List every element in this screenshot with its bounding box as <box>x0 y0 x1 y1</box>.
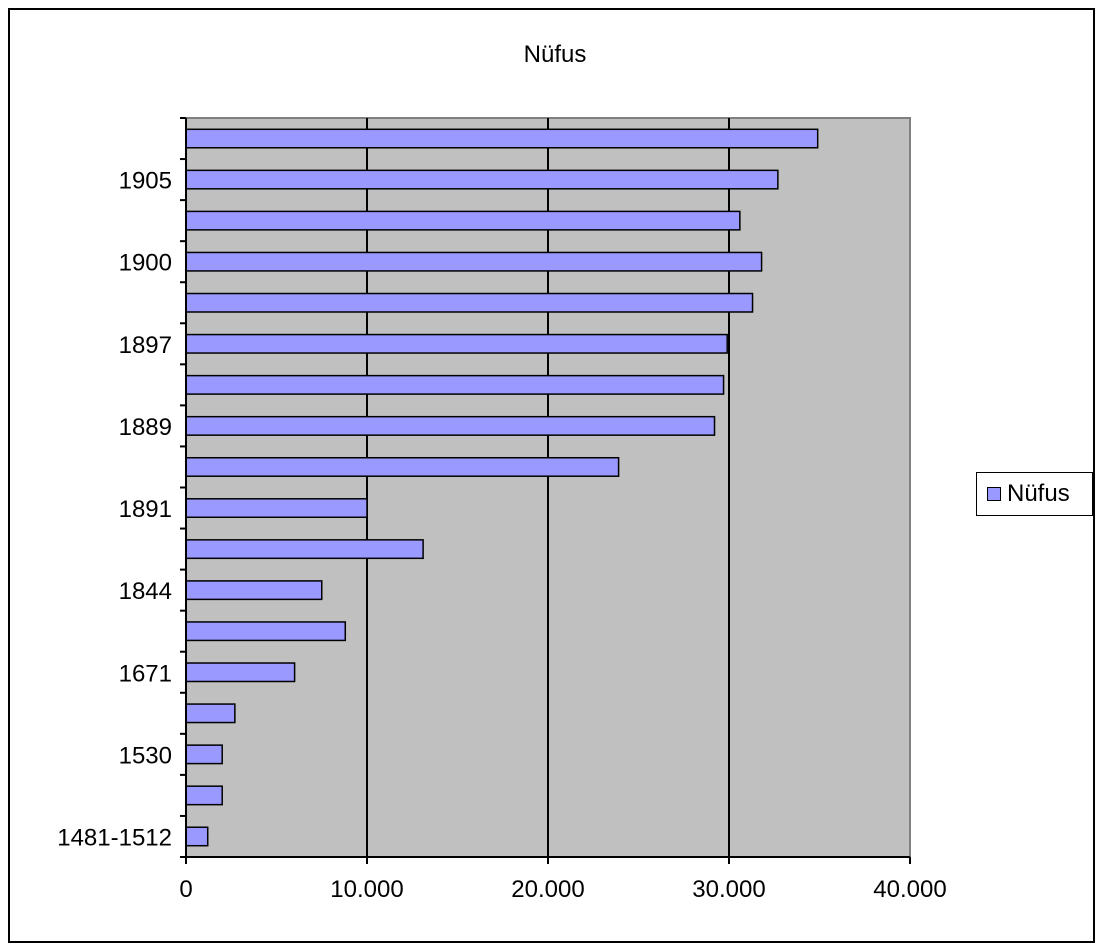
x-label-0: 0 <box>179 876 192 903</box>
bar-7 <box>185 539 424 560</box>
bar-13 <box>185 292 754 313</box>
bar-14 <box>185 251 763 272</box>
x-axis-labels: 0 10.000 20.000 30.000 40.000 <box>179 876 946 903</box>
bar-17 <box>185 128 819 149</box>
bar-6 <box>185 580 323 601</box>
x-label-2: 20.000 <box>511 876 584 903</box>
bar-4 <box>185 662 296 683</box>
y-label-14: 1900 <box>119 250 172 277</box>
x-label-3: 30.000 <box>692 876 765 903</box>
bar-16 <box>185 169 779 190</box>
y-label-16: 1905 <box>119 168 172 195</box>
bar-8 <box>185 498 368 519</box>
x-label-4: 40.000 <box>873 876 946 903</box>
legend-swatch <box>987 487 1001 501</box>
legend: Nüfus <box>976 472 1093 516</box>
y-label-0: 1481-1512 <box>57 824 172 851</box>
gridlines <box>366 118 730 857</box>
y-axis-labels: 1481-1512 1530 1671 1844 1891 1889 1897 1900 190… <box>57 168 172 852</box>
bar-10 <box>185 415 716 436</box>
axes <box>180 117 911 864</box>
y-label-8: 1891 <box>119 496 172 523</box>
bar-5 <box>185 621 347 642</box>
bar-2 <box>185 744 223 765</box>
y-label-12: 1897 <box>119 332 172 359</box>
y-label-2: 1530 <box>119 742 172 769</box>
bar-3 <box>185 703 236 724</box>
y-label-6: 1844 <box>119 578 172 605</box>
legend-label: Nüfus <box>1007 480 1070 507</box>
bar-15 <box>185 210 741 231</box>
bar-11 <box>185 374 725 395</box>
bars <box>185 128 819 847</box>
y-label-4: 1671 <box>119 660 172 687</box>
x-label-1: 10.000 <box>330 876 403 903</box>
bar-0 <box>185 826 209 847</box>
y-label-10: 1889 <box>119 414 172 441</box>
chart-title: Nüfus <box>524 41 587 68</box>
bar-9 <box>185 456 620 477</box>
bar-12 <box>185 333 728 354</box>
bar-1 <box>185 785 223 806</box>
